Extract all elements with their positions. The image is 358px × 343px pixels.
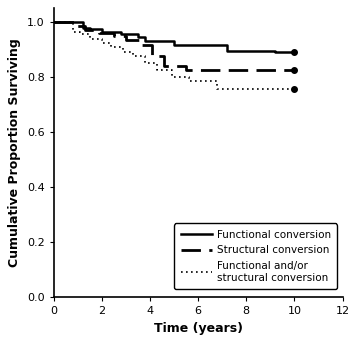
X-axis label: Time (years): Time (years) (154, 322, 243, 335)
Y-axis label: Cumulative Proportion Surviving: Cumulative Proportion Surviving (8, 38, 21, 267)
Legend: Functional conversion, Structural conversion, Functional and/or
structural conve: Functional conversion, Structural conver… (174, 223, 337, 289)
